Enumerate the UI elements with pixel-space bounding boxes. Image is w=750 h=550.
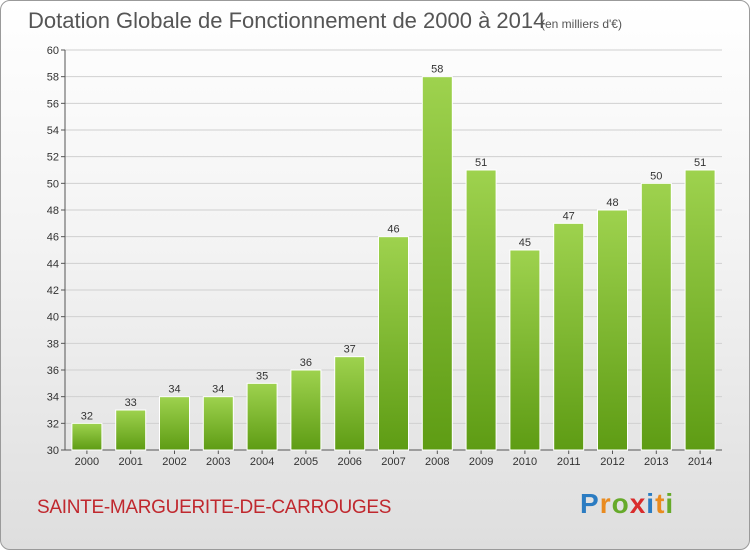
x-tick-label: 2004	[250, 456, 274, 468]
bar	[334, 356, 366, 451]
x-tick-label: 2012	[600, 456, 624, 468]
x-tick-label: 2011	[557, 456, 581, 468]
bar-value-label: 45	[519, 237, 531, 249]
y-tick-label: 42	[47, 285, 59, 297]
bar	[246, 382, 278, 451]
bar	[597, 209, 628, 451]
y-tick-label: 32	[47, 418, 59, 430]
logo-letter: o	[611, 488, 630, 519]
bar-value-label: 47	[563, 210, 575, 222]
bar	[640, 182, 672, 451]
y-tick-label: 40	[47, 312, 59, 324]
x-tick-label: 2010	[513, 456, 537, 468]
y-tick-label: 48	[47, 205, 59, 217]
x-tick-label: 2007	[381, 456, 405, 468]
bar	[202, 396, 234, 451]
logo-letter: P	[580, 488, 600, 519]
logo-letter: r	[599, 488, 612, 519]
bar-value-label: 36	[300, 357, 312, 369]
x-tick-label: 2008	[425, 456, 449, 468]
bar-value-label: 58	[431, 64, 443, 76]
bar-value-label: 32	[81, 410, 93, 422]
x-tick-label: 2003	[206, 456, 230, 468]
bar	[290, 369, 322, 451]
bar	[421, 76, 453, 451]
bar	[509, 249, 541, 451]
y-tick-label: 52	[47, 152, 59, 164]
bar-value-label: 48	[606, 197, 618, 209]
bar-value-label: 46	[387, 224, 399, 236]
y-tick-label: 54	[47, 125, 59, 137]
bar-value-label: 34	[168, 384, 180, 396]
x-tick-label: 2002	[162, 456, 186, 468]
chart-subtitle: (en milliers d'€)	[541, 17, 622, 31]
y-tick-label: 50	[47, 178, 59, 190]
bar	[71, 422, 103, 451]
logo-letter: i	[665, 488, 675, 519]
y-tick-label: 34	[47, 392, 59, 404]
bar-value-label: 34	[212, 384, 224, 396]
bar-value-label: 35	[256, 370, 268, 382]
y-tick-label: 58	[47, 72, 59, 84]
y-tick-label: 46	[47, 232, 59, 244]
bar	[684, 169, 716, 451]
chart-title: Dotation Globale de Fonctionnement de 20…	[28, 8, 546, 33]
logo-letter: i	[646, 488, 656, 519]
bar-value-label: 51	[694, 157, 706, 169]
bar-value-label: 33	[125, 397, 137, 409]
x-tick-label: 2009	[469, 456, 493, 468]
bar	[465, 169, 497, 451]
logo-letter: x	[629, 488, 647, 519]
x-tick-label: 2006	[337, 456, 361, 468]
commune-name: SAINTE-MARGUERITE-DE-CARROUGES	[37, 497, 392, 518]
x-tick-label: 2013	[644, 456, 668, 468]
labels: 32 2000 33 2001 34 2002 34 2003 35 2004 36 2005 37 20…	[75, 64, 713, 468]
x-tick-label: 2014	[688, 456, 712, 468]
bar-value-label: 50	[650, 170, 662, 182]
y-tick-label: 36	[47, 365, 59, 377]
logo-letter: t	[655, 488, 666, 519]
y-tick-label: 38	[47, 338, 59, 350]
bar	[115, 409, 147, 451]
proxiti-logo[interactable]: Proxiti	[580, 488, 674, 520]
x-tick-label: 2000	[75, 456, 99, 468]
bars	[71, 76, 716, 451]
bar-value-label: 51	[475, 157, 487, 169]
bar-value-label: 37	[344, 344, 356, 356]
y-tick-label: 30	[47, 445, 59, 457]
y-tick-label: 56	[47, 98, 59, 110]
bar	[553, 222, 585, 451]
y-tick-label: 60	[47, 45, 59, 57]
bar	[378, 236, 409, 451]
y-tick-label: 44	[47, 258, 59, 270]
bar	[159, 396, 190, 451]
x-tick-label: 2005	[294, 456, 318, 468]
x-tick-label: 2001	[118, 456, 142, 468]
